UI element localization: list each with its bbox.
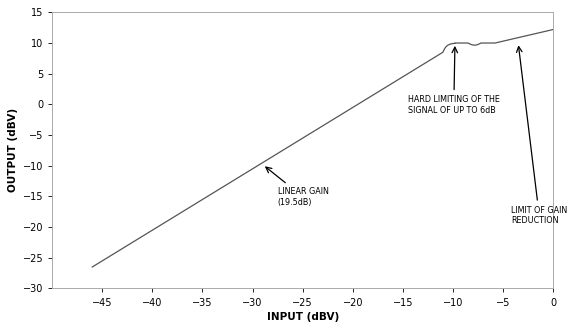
Y-axis label: OUTPUT (dBV): OUTPUT (dBV) (8, 108, 19, 192)
Text: LIMIT OF GAIN
REDUCTION: LIMIT OF GAIN REDUCTION (511, 47, 567, 225)
X-axis label: INPUT (dBV): INPUT (dBV) (267, 312, 339, 322)
Text: LINEAR GAIN
(19.5dB): LINEAR GAIN (19.5dB) (266, 167, 328, 207)
Text: HARD LIMITING OF THE
SIGNAL OF UP TO 6dB: HARD LIMITING OF THE SIGNAL OF UP TO 6dB (408, 47, 500, 115)
